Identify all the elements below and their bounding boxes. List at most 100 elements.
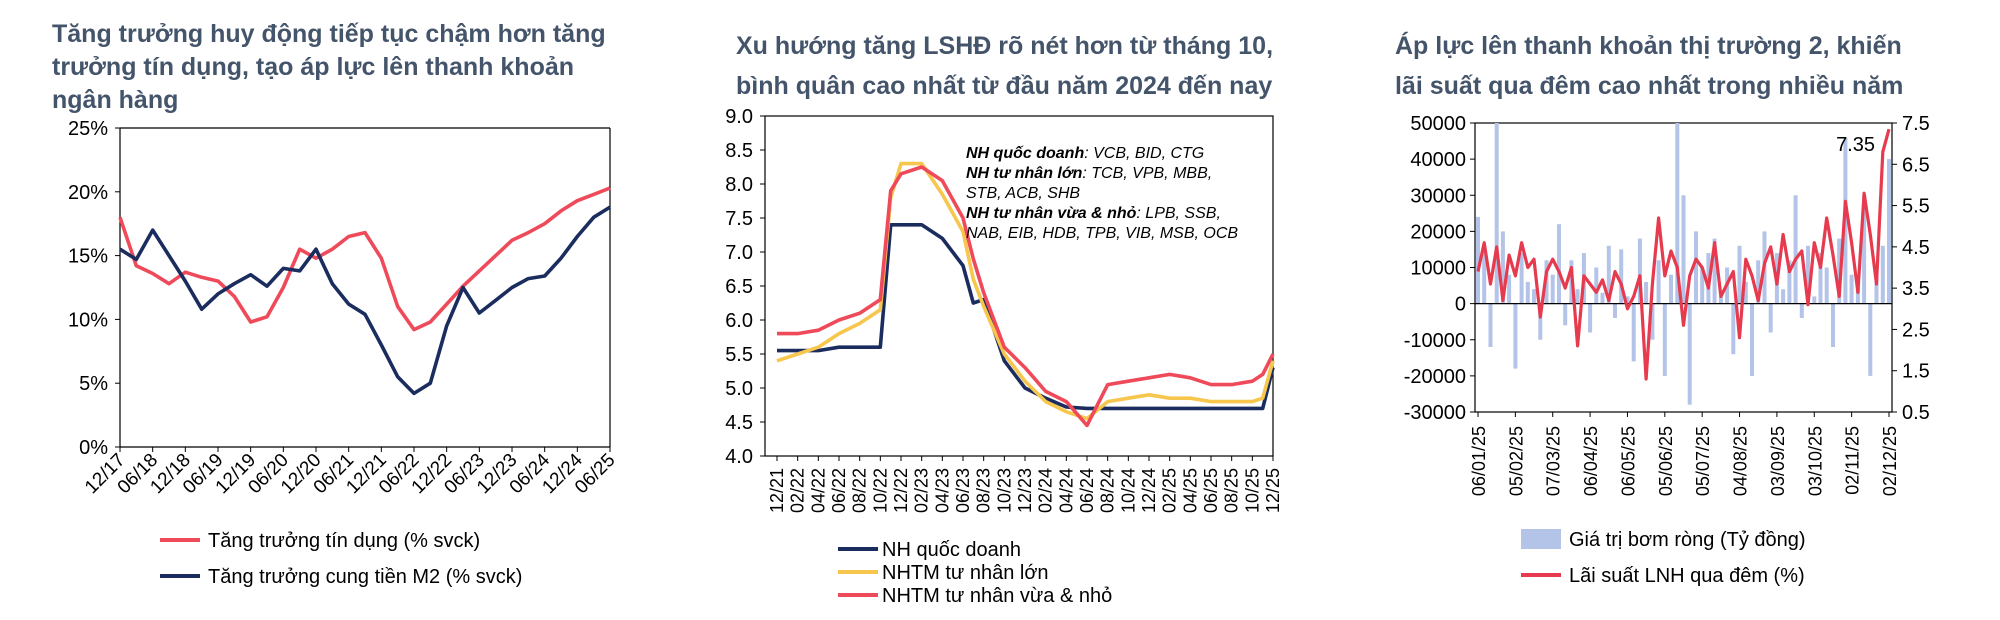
- y-tick-label: 4.5: [725, 412, 753, 434]
- injection-bar: [1600, 292, 1605, 304]
- chart-panel-interbank-liquidity: Áp lực lên thanh khoản thị trường 2, khi…: [1355, 0, 2000, 620]
- y-tick-label: 8.5: [725, 140, 753, 162]
- y-left-tick-label: 10000: [1410, 258, 1466, 280]
- annotation-line: STB, ACB, SHB: [966, 185, 1080, 202]
- y-left-tick-label: 50000: [1410, 113, 1466, 135]
- annotation-group-name: NH tư nhân lớn: [966, 165, 1083, 182]
- y-tick-label: 0%: [79, 437, 108, 459]
- injection-bar: [1694, 231, 1698, 304]
- x-tick-label: 10/22: [870, 468, 890, 513]
- injection-bar: [1588, 303, 1593, 333]
- annotation-line: NH tư nhân lớn: TCB, VPB, MBB,: [966, 165, 1212, 182]
- x-tick-label: 06/01/25: [1469, 426, 1489, 496]
- injection-bar: [1799, 303, 1804, 318]
- injection-bar: [1563, 303, 1568, 326]
- injection-bar: [1476, 216, 1480, 304]
- y-left-tick-label: 40000: [1410, 149, 1466, 171]
- injection-bar: [1550, 274, 1555, 304]
- injection-bar: [1781, 289, 1786, 304]
- injection-bar: [1662, 303, 1667, 376]
- y-right-tick-label: 5.5: [1902, 196, 1930, 218]
- annotation-bank-list: : LPB, SSB,: [1136, 205, 1220, 222]
- y-right-tick-label: 3.5: [1902, 278, 1930, 300]
- x-tick-label: 02/11/25: [1843, 426, 1863, 495]
- chart-title: Xu hướng tăng LSHĐ rõ nét hơn từ tháng 1…: [736, 26, 1316, 106]
- injection-bar: [1700, 267, 1705, 304]
- series-line-credit: [118, 186, 611, 332]
- injection-bar: [1575, 289, 1580, 304]
- y-left-tick-label: 30000: [1410, 185, 1466, 207]
- injection-bar: [1594, 267, 1599, 304]
- x-tick-label: 06/23: [953, 468, 973, 513]
- annotation-bank-list: STB, ACB, SHB: [966, 185, 1080, 202]
- legend-swatch: [1521, 529, 1561, 549]
- injection-bar: [1818, 253, 1823, 304]
- injection-bar: [1731, 303, 1736, 355]
- injection-bar: [1606, 245, 1611, 304]
- injection-bar: [1644, 281, 1649, 304]
- injection-bar: [1718, 296, 1723, 304]
- injection-bar: [1831, 303, 1835, 347]
- annotation-group-name: NH tư nhân vừa & nhỏ: [966, 205, 1137, 222]
- chart-title: Áp lực lên thanh khoản thị trường 2, khi…: [1395, 26, 1995, 106]
- injection-bar: [1488, 303, 1493, 347]
- chart-panel-deposit-rates: Xu hướng tăng LSHĐ rõ nét hơn từ tháng 1…: [680, 0, 1320, 620]
- y-right-tick-label: 0.5: [1902, 402, 1930, 424]
- y-tick-label: 4.0: [725, 446, 753, 468]
- chart-title-line: trưởng tín dụng, tạo áp lực lên thanh kh…: [52, 53, 575, 81]
- x-tick-label: 08/22: [850, 468, 870, 513]
- y-right-tick-label: 2.5: [1902, 319, 1930, 341]
- injection-bar: [1849, 274, 1854, 304]
- x-tick-label: 12/21: [767, 468, 787, 513]
- injection-bar: [1525, 281, 1530, 304]
- x-tick-label: 04/24: [1056, 468, 1076, 513]
- annotation-group-name: NH quốc doanh: [966, 145, 1084, 162]
- y-right-tick-label: 6.5: [1902, 154, 1930, 176]
- x-tick-label: 12/23: [1015, 468, 1035, 513]
- x-tick-label: 10/25: [1242, 468, 1262, 513]
- series-line-small-private: [777, 165, 1275, 428]
- x-tick-label: 02/12/25: [1880, 426, 1900, 496]
- injection-bar: [1812, 296, 1817, 304]
- x-tick-label: 06/22: [829, 468, 849, 513]
- x-tick-label: 06/24: [1077, 468, 1097, 513]
- x-tick-label: 04/22: [808, 468, 828, 513]
- x-tick-label: 06/04/25: [1581, 426, 1601, 496]
- x-tick-label: 02/23: [912, 468, 932, 513]
- injection-bar: [1787, 260, 1792, 304]
- series-line-state-banks: [777, 223, 1275, 411]
- legend-label: NHTM tư nhân vừa & nhỏ: [882, 585, 1112, 607]
- x-tick-label: 08/25: [1222, 468, 1242, 513]
- injection-bar: [1650, 303, 1655, 340]
- y-tick-label: 10%: [68, 309, 108, 331]
- injection-bar: [1669, 274, 1673, 304]
- x-tick-label: 05/02/25: [1506, 426, 1526, 496]
- injection-bar: [1500, 231, 1505, 304]
- injection-bar: [1862, 195, 1867, 304]
- annotation-bank-list: NAB, EIB, HDB, TPB, VIB, MSB, OCB: [966, 225, 1238, 242]
- injection-bar: [1743, 281, 1748, 304]
- injection-bar: [1824, 267, 1829, 304]
- y-tick-label: 7.5: [725, 208, 753, 230]
- annotation-line: NH quốc doanh: VCB, BID, CTG: [966, 145, 1204, 162]
- injection-bar: [1750, 303, 1754, 376]
- chart-plot: 9.08.58.07.57.06.56.05.55.04.54.012/21 02…: [725, 106, 1283, 607]
- y-tick-label: 6.5: [725, 276, 753, 298]
- chart-plot: 25%20%15%10%5%0%12/1706/1812/1806/1912/1…: [68, 118, 620, 588]
- annotation-line: NH tư nhân vừa & nhỏ: LPB, SSB,: [966, 205, 1221, 222]
- x-tick-label: 12/24: [1139, 468, 1159, 513]
- annotation-line: NAB, EIB, HDB, TPB, VIB, MSB, OCB: [966, 225, 1238, 242]
- chart-panel-credit-vs-m2: Tăng trưởng huy động tiếp tục chậm hơn t…: [0, 0, 640, 620]
- x-tick-label: 07/03/25: [1544, 426, 1564, 496]
- injection-bar: [1681, 195, 1686, 304]
- chart-title-line: lãi suất qua đêm cao nhất trong nhiều nă…: [1395, 72, 1904, 100]
- y-tick-label: 8.0: [725, 174, 753, 196]
- legend-label: NH quốc doanh: [882, 539, 1021, 561]
- y-right-tick-label: 1.5: [1902, 361, 1930, 383]
- series-line-m2: [119, 205, 611, 396]
- x-tick-label: 10/23: [994, 468, 1014, 513]
- chart-title-line: Xu hướng tăng LSHĐ rõ nét hơn từ tháng 1…: [736, 32, 1274, 60]
- x-tick-label: 06/05/25: [1618, 426, 1638, 496]
- injection-bar: [1619, 249, 1624, 304]
- legend-label: NHTM tư nhân lớn: [882, 562, 1049, 584]
